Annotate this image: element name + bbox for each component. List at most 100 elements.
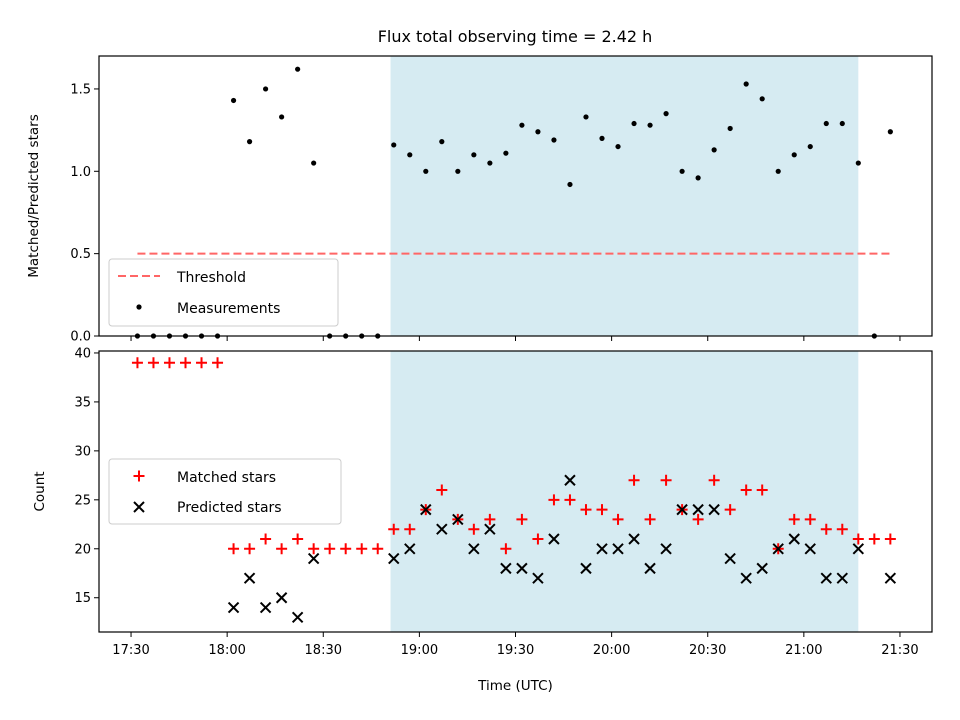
x-tick-label: 20:30 <box>689 643 726 658</box>
measurement-point <box>775 168 781 174</box>
measurement-point <box>230 97 237 104</box>
predicted-star-point <box>307 552 320 565</box>
measurement-point <box>663 111 669 117</box>
x-tick-label: 18:00 <box>208 643 245 658</box>
top-observing-span <box>390 56 859 336</box>
predicted-star-point <box>820 572 832 584</box>
measurement-point <box>743 81 749 87</box>
measurement-point <box>295 66 301 72</box>
x-tick-label: 17:30 <box>112 643 149 658</box>
bottom-y-tick-label: 35 <box>74 395 91 410</box>
measurement-point <box>615 143 621 150</box>
x-tick-label: 19:00 <box>401 643 438 658</box>
predicted-star-point <box>291 611 304 624</box>
matched-star-point <box>756 484 768 496</box>
matched-star-point <box>564 494 576 506</box>
matched-star-point <box>580 504 592 516</box>
predicted-star-point <box>676 503 688 516</box>
measurement-point <box>839 120 845 127</box>
predicted-star-point <box>884 572 897 584</box>
predicted-star-point <box>227 601 240 614</box>
matched-star-point <box>163 357 175 369</box>
bottom-y-ticks: 15 20 25 30 35 40 <box>74 346 99 606</box>
predicted-star-point <box>420 503 432 516</box>
matched-star-point <box>820 523 832 535</box>
bottom-y-tick-label: 30 <box>74 444 91 459</box>
predicted-star-point <box>564 474 576 486</box>
predicted-star-point <box>580 562 592 575</box>
predicted-star-point <box>708 503 720 516</box>
predicted-star-point <box>548 533 560 545</box>
predicted-star-point <box>388 552 400 565</box>
predicted-star-point <box>628 533 640 545</box>
matched-star-point <box>852 533 864 545</box>
top-panel: 0.0 0.5 1.0 1.5 Matched/Predicted stars Thr… <box>26 55 933 345</box>
predicted-star-point <box>724 552 736 565</box>
bottom-observing-span <box>390 351 859 632</box>
matched-star-point <box>228 543 240 555</box>
predicted-star-point <box>532 572 544 584</box>
predicted-star-point <box>692 503 704 516</box>
matched-star-point <box>180 357 192 369</box>
bottom-y-tick-label: 25 <box>74 493 91 508</box>
legend-predicted-marker <box>133 501 145 513</box>
matched-star-point <box>292 533 304 545</box>
matched-star-point <box>340 543 352 555</box>
top-y-tick-label: 1.0 <box>70 165 91 180</box>
x-tick-label: 20:00 <box>593 643 630 658</box>
legend-threshold-label: Threshold <box>176 270 246 286</box>
bottom-panel: 15 20 25 30 35 40 17:30 18:00 18:30 19:00 19:30 20… <box>32 346 933 694</box>
matched-star-point <box>804 513 816 525</box>
top-legend: Threshold Measurements <box>108 258 339 327</box>
measurement-point <box>503 150 509 156</box>
predicted-star-point <box>756 562 768 575</box>
measurement-point <box>711 147 717 153</box>
measurement-point <box>695 175 701 181</box>
measurement-point <box>423 168 429 174</box>
measurement-point <box>279 114 285 120</box>
matched-star-point <box>131 357 143 369</box>
chart-title: Flux total observing time = 2.42 h <box>378 27 653 46</box>
matched-star-point <box>500 543 512 555</box>
predicted-star-point <box>836 572 848 584</box>
predicted-star-point <box>500 562 512 575</box>
matched-star-point <box>740 484 752 496</box>
matched-star-point <box>147 357 159 369</box>
matched-star-point <box>628 474 640 486</box>
matched-star-point <box>404 523 416 535</box>
predicted-star-point <box>404 543 416 555</box>
measurement-point <box>246 139 253 145</box>
measurement-point <box>263 86 269 92</box>
measurement-point <box>535 129 541 135</box>
predicted-star-point <box>275 592 288 604</box>
predicted-star-point <box>452 513 464 526</box>
bottom-legend: Matched stars Predicted stars <box>108 458 342 525</box>
legend-predicted-swatch <box>133 501 145 513</box>
top-legend-box <box>108 258 339 327</box>
matched-star-point <box>532 533 544 545</box>
measurement-point <box>727 125 733 132</box>
measurement-point <box>759 96 765 102</box>
matched-star-point <box>484 513 496 525</box>
measurement-point <box>311 160 317 166</box>
predicted-star-point <box>852 543 865 555</box>
measurement-point <box>519 122 525 128</box>
matched-star-point <box>644 513 656 525</box>
measurement-point <box>807 143 813 150</box>
measurement-point <box>887 129 893 135</box>
predicted-star-point <box>804 543 816 555</box>
x-axis-label: Time (UTC) <box>477 678 553 694</box>
top-y-tick-label: 1.5 <box>70 82 91 97</box>
bottom-legend-box <box>108 458 342 525</box>
predicted-star-point <box>740 572 752 584</box>
measurement-point <box>679 168 685 174</box>
matched-star-point <box>436 484 448 496</box>
matched-star-point <box>356 543 368 555</box>
matched-star-point <box>196 357 208 369</box>
legend-matched-swatch <box>133 470 145 482</box>
predicted-star-point <box>788 533 800 545</box>
measurement-point <box>407 152 413 158</box>
predicted-star-point <box>259 601 272 614</box>
top-y-ticks: 0.0 0.5 1.0 1.5 <box>70 82 99 345</box>
